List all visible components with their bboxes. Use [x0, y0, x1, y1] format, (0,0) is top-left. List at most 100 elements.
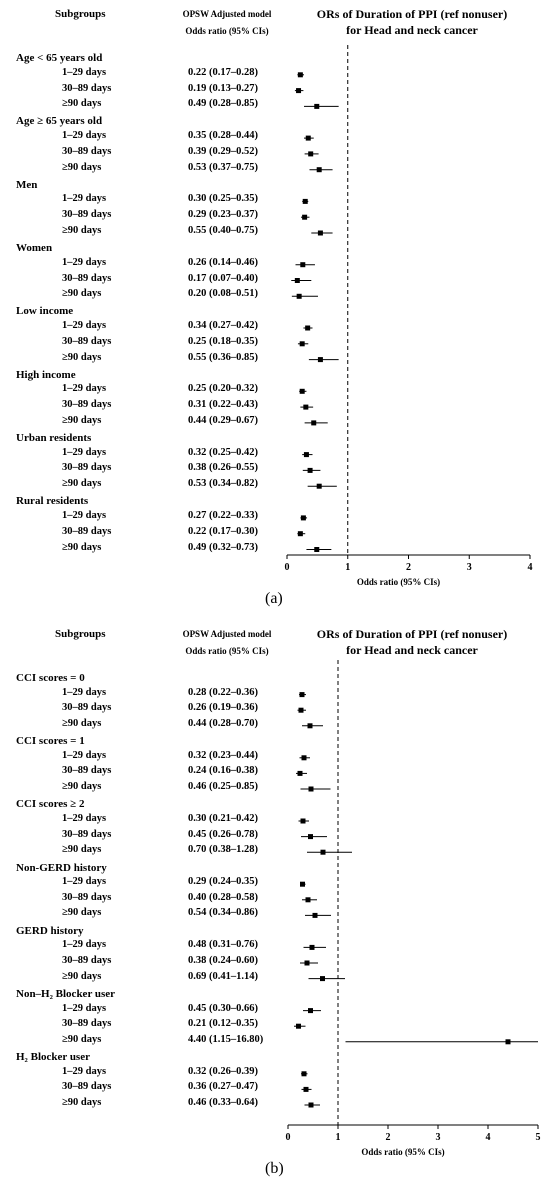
duration-label: 1–29 days — [62, 939, 107, 951]
x-tick-label: 4 — [486, 1132, 491, 1143]
duration-label: 30–89 days — [62, 82, 112, 94]
odds-ratio-value: 0.36 (0.27–0.47) — [188, 1081, 258, 1093]
duration-label: 1–29 days — [62, 876, 107, 888]
x-tick-label: 3 — [436, 1132, 441, 1143]
duration-label: 1–29 days — [62, 256, 107, 268]
odds-ratio-value: 0.28 (0.22–0.36) — [188, 686, 258, 698]
odds-ratio-value: 0.38 (0.26–0.55) — [188, 462, 258, 474]
duration-label: ≥90 days — [62, 98, 102, 110]
point-estimate — [303, 404, 309, 410]
point-estimate — [301, 755, 307, 761]
point-estimate — [505, 1039, 511, 1045]
odds-ratio-value: 0.40 (0.28–0.58) — [188, 891, 258, 903]
point-estimate — [303, 1086, 309, 1092]
odds-ratio-value: 0.45 (0.30–0.66) — [188, 1002, 258, 1014]
odds-ratio-value: 0.49 (0.28–0.85) — [188, 98, 258, 110]
point-estimate — [297, 72, 303, 78]
panel-caption: (b) — [265, 1160, 284, 1177]
odds-ratio-value: 0.19 (0.13–0.27) — [188, 82, 258, 94]
chart-title: ORs of Duration of PPI (ref nonuser) — [316, 627, 508, 641]
point-estimate — [302, 198, 308, 204]
x-tick-label: 2 — [386, 1132, 391, 1143]
odds-ratio-value: 0.45 (0.26–0.78) — [188, 828, 258, 840]
duration-label: 30–89 days — [62, 765, 112, 777]
point-estimate — [307, 723, 313, 729]
forest-plot-svg: 0 1 2 3 4 5 Odds ratio (95% CIs) — [286, 660, 541, 1157]
point-estimate — [320, 976, 325, 982]
point-estimate — [308, 786, 314, 792]
duration-label: 30–89 days — [62, 702, 112, 714]
odds-ratio-value: 0.54 (0.34–0.86) — [188, 907, 258, 919]
point-estimate — [297, 531, 303, 537]
model-header: OPSW Adjusted model — [182, 629, 272, 639]
duration-label: ≥90 days — [62, 781, 102, 792]
duration-label: 1–29 days — [62, 1002, 107, 1014]
odds-ratio-value: 0.69 (0.41–1.14) — [188, 970, 258, 982]
point-estimate — [300, 262, 306, 268]
duration-label: 1–29 days — [62, 1065, 107, 1077]
x-tick-label: 2 — [406, 562, 411, 573]
point-estimate — [301, 1071, 307, 1077]
x-axis-label: Odds ratio (95% CIs) — [361, 1147, 444, 1157]
subgroups-header: Subgroups — [55, 8, 106, 20]
subgroup-header: Age < 65 years old — [16, 52, 103, 64]
odds-ratio-value: 0.53 (0.34–0.82) — [188, 478, 258, 490]
forest-plot-panel-a: Subgroups OPSW Adjusted model Odds ratio (… — [16, 7, 533, 607]
odds-ratio-value: 0.46 (0.33–0.64) — [188, 1097, 258, 1108]
point-estimate — [302, 214, 308, 220]
point-estimate — [316, 483, 322, 489]
point-estimate — [317, 230, 323, 236]
duration-label: ≥90 days — [62, 161, 102, 173]
duration-label: 1–29 days — [62, 749, 107, 761]
duration-label: ≥90 days — [62, 541, 102, 553]
point-estimate — [308, 1102, 314, 1108]
odds-ratio-value: 0.32 (0.25–0.42) — [188, 446, 258, 458]
duration-label: 30–89 days — [62, 145, 112, 157]
subgroup-header: High income — [16, 368, 76, 381]
panel-caption: (a) — [265, 590, 283, 607]
odds-ratio-value: 4.40 (1.15–16.80) — [188, 1033, 264, 1045]
duration-label: 1–29 days — [62, 193, 107, 205]
odds-ratio-value: 0.44 (0.28–0.70) — [188, 717, 258, 729]
odds-ratio-header: Odds ratio (95% CIs) — [185, 646, 269, 656]
odds-ratio-value: 0.53 (0.37–0.75) — [188, 161, 258, 173]
point-estimate — [320, 849, 326, 855]
odds-ratio-value: 0.24 (0.16–0.38) — [188, 765, 258, 777]
odds-ratio-value: 0.25 (0.20–0.32) — [188, 383, 258, 395]
duration-label: 30–89 days — [62, 525, 112, 537]
duration-label: ≥90 days — [62, 1033, 102, 1045]
duration-label: 30–89 days — [62, 272, 112, 284]
point-estimate — [296, 88, 302, 94]
odds-ratio-value: 0.35 (0.28–0.44) — [188, 130, 258, 142]
odds-ratio-value: 0.49 (0.32–0.73) — [188, 541, 258, 553]
duration-label: 30–89 days — [62, 399, 112, 411]
subgroup-header: CCI scores ≥ 2 — [16, 798, 85, 811]
odds-ratio-value: 0.48 (0.31–0.76) — [188, 939, 258, 951]
chart-title: ORs of Duration of PPI (ref nonuser) — [316, 7, 508, 21]
subgroup-header: Age ≥ 65 years old — [16, 115, 103, 128]
point-estimate — [314, 103, 320, 109]
subgroup-header: Urban residents — [16, 431, 92, 444]
point-estimate — [296, 1023, 301, 1029]
point-estimate — [298, 707, 304, 713]
subgroup-header: Women — [16, 241, 53, 254]
duration-label: 30–89 days — [62, 209, 112, 221]
x-tick-label: 5 — [536, 1132, 541, 1143]
forest-plot-svg: 0 1 2 3 4 Odds ratio (95% CIs) — [285, 45, 533, 587]
x-tick-label: 3 — [467, 562, 472, 573]
point-estimate — [300, 881, 305, 887]
duration-label: ≥90 days — [62, 844, 102, 856]
x-tick-label: 0 — [286, 1132, 291, 1143]
x-tick-label: 1 — [345, 562, 350, 573]
duration-label: ≥90 days — [62, 351, 102, 363]
point-estimate — [307, 467, 313, 473]
point-estimate — [299, 692, 305, 698]
odds-ratio-value: 0.17 (0.07–0.40) — [188, 272, 258, 284]
point-estimate — [312, 912, 318, 918]
x-tick-label: 1 — [336, 1132, 341, 1143]
subgroup-header: Men — [16, 178, 38, 191]
point-estimate — [308, 834, 313, 840]
model-header: OPSW Adjusted model — [182, 9, 272, 19]
duration-label: 1–29 days — [62, 509, 107, 521]
duration-label: 1–29 days — [62, 446, 107, 458]
